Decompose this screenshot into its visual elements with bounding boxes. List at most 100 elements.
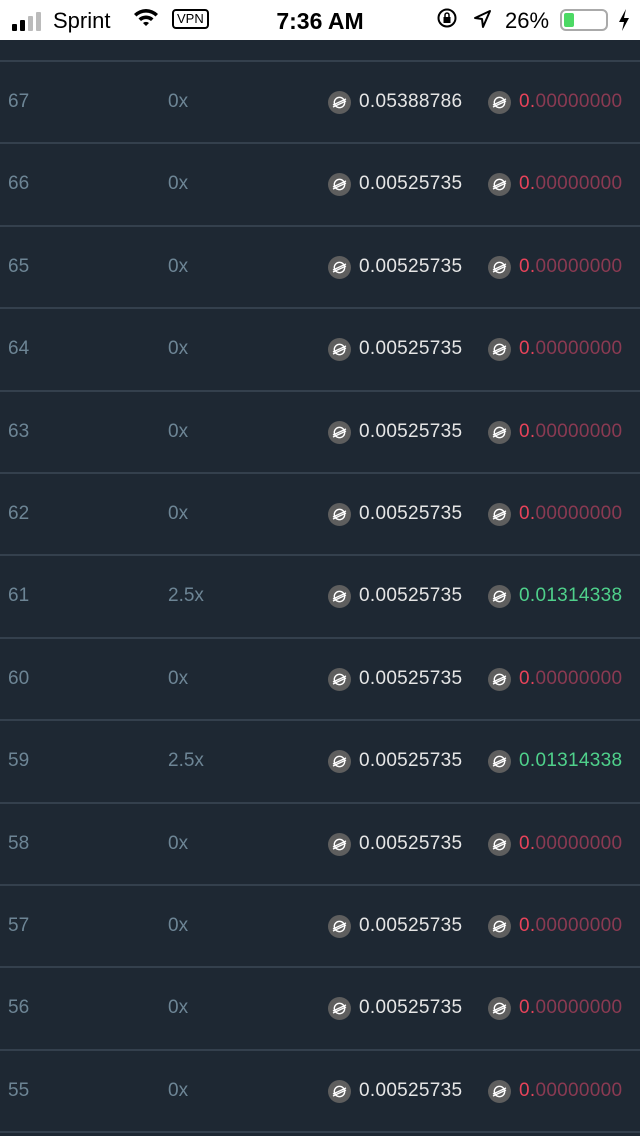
payout-amount: 0.00000000 <box>519 1080 622 1102</box>
battery-percent: 26% <box>505 8 550 33</box>
stellar-lumens-icon <box>488 1079 511 1103</box>
stellar-lumens-icon <box>328 420 351 444</box>
payout-lead: 0. <box>519 585 536 607</box>
bet-id: 60 <box>8 667 30 689</box>
payout-amount: 0.00000000 <box>519 915 622 937</box>
payout-rest: 00000000 <box>535 338 623 360</box>
stellar-lumens-icon <box>328 255 351 279</box>
payout-rest: 01314338 <box>535 585 623 607</box>
stellar-lumens-icon <box>488 832 511 856</box>
stellar-lumens-icon <box>488 914 511 938</box>
payout-lead: 0. <box>519 338 536 360</box>
stellar-lumens-icon <box>488 173 511 197</box>
multiplier: 2.5x <box>168 750 204 772</box>
bet-id: 66 <box>8 173 30 195</box>
stellar-lumens-icon <box>488 585 511 609</box>
bet-amount: 0.05388786 <box>359 91 463 112</box>
payout-rest: 00000000 <box>535 1079 623 1101</box>
bet-amount: 0.00525735 <box>359 832 463 854</box>
payout-amount: 0.00000000 <box>519 503 622 525</box>
payout-rest: 00000000 <box>535 832 623 854</box>
table-row[interactable]: 60 0x 0.00525735 0.00000000 <box>0 639 640 722</box>
stellar-lumens-icon <box>488 91 511 114</box>
payout-amount: 0.01314338 <box>519 585 622 607</box>
payout-lead: 0. <box>519 502 536 524</box>
table-row[interactable]: 58 0x 0.00525735 0.00000000 <box>0 804 640 886</box>
multiplier: 0x <box>168 338 189 360</box>
charging-icon <box>618 8 630 38</box>
bet-id: 63 <box>8 420 30 442</box>
payout-rest: 00000000 <box>535 667 623 689</box>
location-icon <box>472 8 492 36</box>
rotation-lock-icon <box>436 7 458 35</box>
bet-history-list[interactable]: 67 0x 0.05388786 0.00000000 66 0x 0.00525… <box>0 60 640 1134</box>
payout-lead: 0. <box>519 997 536 1019</box>
bet-amount: 0.00525735 <box>359 173 463 195</box>
bet-id: 57 <box>8 914 30 936</box>
payout-amount: 0.00000000 <box>519 338 622 360</box>
bet-id: 61 <box>8 585 30 607</box>
bet-id: 67 <box>8 91 30 112</box>
payout-lead: 0. <box>519 91 536 112</box>
stellar-lumens-icon <box>488 750 511 774</box>
stellar-lumens-icon <box>328 750 351 774</box>
bet-id: 64 <box>8 338 30 360</box>
multiplier: 0x <box>168 832 189 854</box>
stellar-lumens-icon <box>328 1079 351 1103</box>
payout-rest: 00000000 <box>535 91 623 112</box>
payout-rest: 00000000 <box>535 173 623 195</box>
payout-lead: 0. <box>519 173 536 195</box>
bet-id: 62 <box>8 502 30 524</box>
multiplier: 0x <box>168 420 189 442</box>
payout-amount: 0.00000000 <box>519 256 622 278</box>
wifi-icon <box>132 6 160 34</box>
table-row[interactable]: 64 0x 0.00525735 0.00000000 <box>0 309 640 392</box>
bet-id: 58 <box>8 832 30 854</box>
bet-amount: 0.00525735 <box>359 338 463 360</box>
stellar-lumens-icon <box>328 502 351 526</box>
payout-lead: 0. <box>519 255 536 277</box>
bet-amount: 0.00525735 <box>359 420 463 442</box>
table-row[interactable]: 67 0x 0.05388786 0.00000000 <box>0 62 640 145</box>
bet-amount: 0.00525735 <box>359 585 463 607</box>
bet-id: 56 <box>8 997 30 1019</box>
payout-amount: 0.00000000 <box>519 668 622 690</box>
stellar-lumens-icon <box>328 997 351 1021</box>
table-row[interactable]: 56 0x 0.00525735 0.00000000 <box>0 968 640 1051</box>
table-row[interactable]: 55 0x 0.00525735 0.00000000 <box>0 1051 640 1134</box>
stellar-lumens-icon <box>488 420 511 444</box>
payout-lead: 0. <box>519 667 536 689</box>
vpn-badge: VPN <box>172 9 209 29</box>
payout-amount: 0.00000000 <box>519 91 622 113</box>
bet-amount: 0.00525735 <box>359 667 463 689</box>
table-row[interactable]: 65 0x 0.00525735 0.00000000 <box>0 227 640 310</box>
payout-amount: 0.00000000 <box>519 173 622 195</box>
clock: 7:36 AM <box>276 8 364 34</box>
table-row[interactable]: 66 0x 0.00525735 0.00000000 <box>0 144 640 227</box>
payout-lead: 0. <box>519 420 536 442</box>
signal-icon <box>12 12 41 31</box>
table-row[interactable]: 57 0x 0.00525735 0.00000000 <box>0 886 640 969</box>
table-row[interactable]: 63 0x 0.00525735 0.00000000 <box>0 392 640 474</box>
bet-amount: 0.00525735 <box>359 997 463 1019</box>
payout-rest: 00000000 <box>535 914 623 936</box>
table-row[interactable]: 59 2.5x 0.00525735 0.01314338 <box>0 721 640 804</box>
status-bar: Sprint VPN 7:36 AM 26% <box>0 0 640 40</box>
payout-lead: 0. <box>519 1079 536 1101</box>
stellar-lumens-icon <box>328 585 351 609</box>
payout-rest: 00000000 <box>535 255 623 277</box>
stellar-lumens-icon <box>488 997 511 1021</box>
carrier: Sprint <box>53 8 111 33</box>
multiplier: 0x <box>168 173 189 195</box>
multiplier: 0x <box>168 91 189 112</box>
multiplier: 2.5x <box>168 585 204 607</box>
bet-amount: 0.00525735 <box>359 502 463 524</box>
table-row[interactable]: 62 0x 0.00525735 0.00000000 <box>0 474 640 557</box>
table-row[interactable]: 61 2.5x 0.00525735 0.01314338 <box>0 556 640 639</box>
stellar-lumens-icon <box>488 667 511 691</box>
stellar-lumens-icon <box>328 914 351 938</box>
stellar-lumens-icon <box>328 832 351 856</box>
bet-amount: 0.00525735 <box>359 750 463 772</box>
payout-lead: 0. <box>519 750 536 772</box>
multiplier: 0x <box>168 997 189 1019</box>
